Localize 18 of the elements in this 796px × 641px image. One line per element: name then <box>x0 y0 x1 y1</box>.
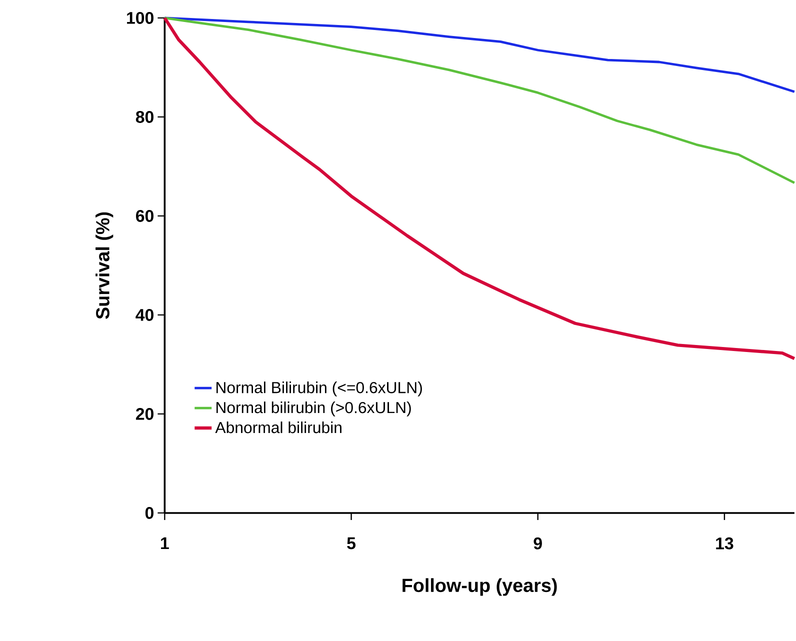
line-series <box>163 16 796 360</box>
y-tick-label: 60 <box>136 210 154 222</box>
y-tick-label: 0 <box>145 507 154 520</box>
x-tick-label: 9 <box>534 538 542 550</box>
line-series <box>163 16 796 184</box>
x-tick-label: 13 <box>716 538 734 550</box>
legend-label: Abnormal bilirubin <box>215 422 342 434</box>
x-axis-title: Follow-up (years) <box>402 578 557 596</box>
line-series <box>163 16 796 94</box>
legend-label: Normal Bilirubin (<=0.6xULN) <box>216 382 422 396</box>
legend-label: Normal bilirubin (>0.6xULN) <box>216 402 411 416</box>
y-tick-label: 100 <box>127 12 154 24</box>
y-tick-label: 80 <box>136 111 154 124</box>
y-tick-label: 20 <box>136 408 154 420</box>
y-tick-label: 40 <box>136 309 154 322</box>
x-tick-label: 1 <box>161 538 169 550</box>
y-axis-title: Survival (%) <box>96 212 114 320</box>
x-tick-label: 5 <box>347 538 356 550</box>
